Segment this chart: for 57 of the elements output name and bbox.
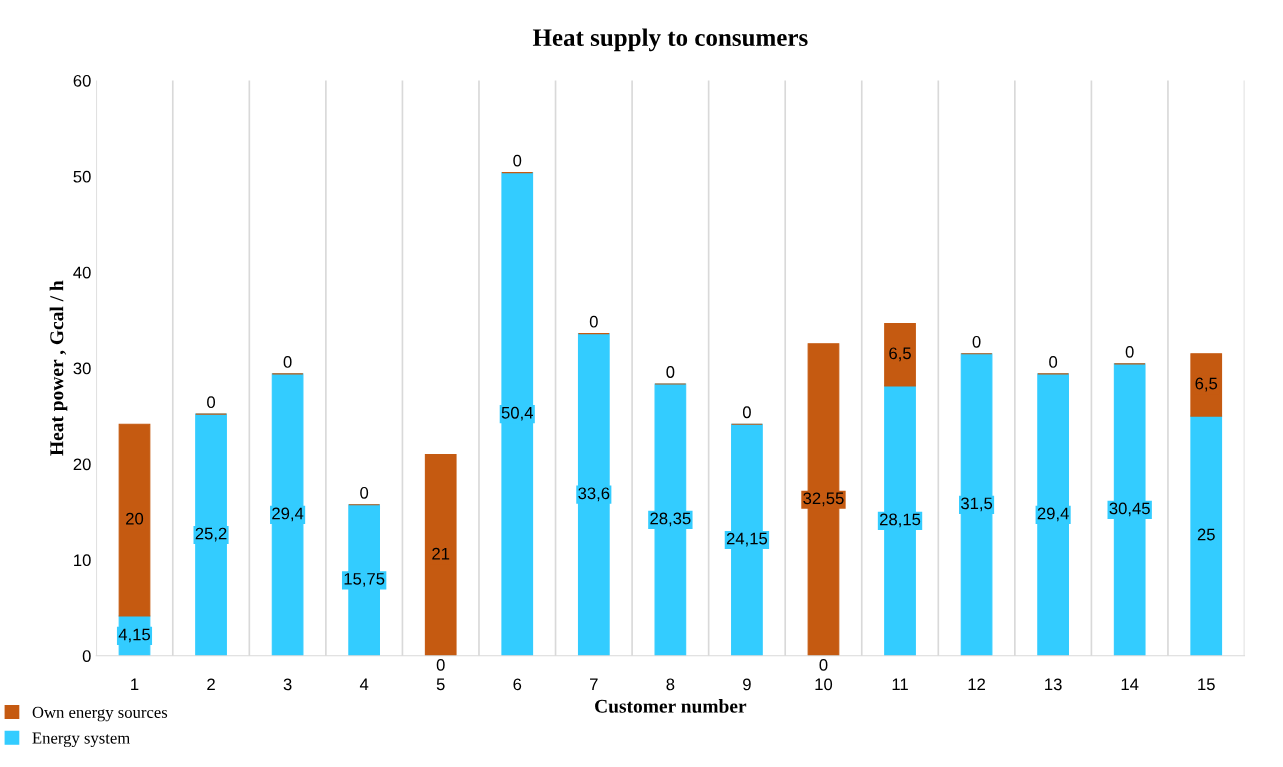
data-label: 21 xyxy=(432,547,450,560)
data-label: 20 xyxy=(126,512,144,525)
x-tick-label: 13 xyxy=(1045,678,1062,691)
x-tick-label: 6 xyxy=(513,678,522,691)
y-tick-label: 20 xyxy=(73,458,91,471)
data-label: 31,5 xyxy=(960,497,993,512)
data-label: 0 xyxy=(1125,345,1134,358)
data-label: 6,5 xyxy=(1195,377,1218,392)
legend-label: Own energy sources xyxy=(32,706,168,722)
x-tick-label: 7 xyxy=(590,678,598,691)
y-tick-label: 30 xyxy=(73,362,91,375)
data-label: 0 xyxy=(207,396,216,409)
data-label: 0 xyxy=(283,356,292,368)
data-label: 32,55 xyxy=(803,492,844,507)
x-tick-label: 9 xyxy=(743,678,751,691)
data-label: 0 xyxy=(1049,356,1058,368)
data-label: 0 xyxy=(742,406,751,419)
legend-label: Energy system xyxy=(32,732,130,748)
data-label: 25 xyxy=(1197,528,1215,541)
x-tick-label: 10 xyxy=(815,678,833,691)
y-axis-title: Heat power , Gcal / h xyxy=(49,280,68,456)
data-label: 0 xyxy=(360,486,369,499)
x-tick-label: 2 xyxy=(207,678,215,691)
x-tick-label: 8 xyxy=(666,678,675,691)
y-tick-label: 40 xyxy=(73,266,91,279)
data-label: 24,15 xyxy=(726,532,768,547)
data-label: 28,35 xyxy=(650,512,691,527)
chart-title: Heat supply to consumers xyxy=(532,28,808,52)
data-label: 0 xyxy=(436,659,445,671)
data-label: 0 xyxy=(819,659,828,671)
data-label: 0 xyxy=(972,335,981,348)
data-label: 0 xyxy=(589,315,598,328)
x-tick-label: 5 xyxy=(436,678,445,691)
data-label: 50,4 xyxy=(501,406,533,421)
data-label: 33,6 xyxy=(578,487,610,502)
x-tick-label: 1 xyxy=(131,678,139,691)
x-tick-label: 14 xyxy=(1121,678,1139,691)
data-label: 29,4 xyxy=(272,507,304,522)
data-label: 25,2 xyxy=(195,527,227,542)
x-tick-label: 4 xyxy=(359,678,369,691)
y-tick-label: 0 xyxy=(82,650,91,662)
data-label: 0 xyxy=(513,154,522,167)
data-label: 6,5 xyxy=(889,347,911,362)
x-tick-label: 15 xyxy=(1198,678,1215,691)
data-label: 30,45 xyxy=(1109,502,1150,517)
x-tick-label: 12 xyxy=(968,678,986,691)
data-label: 0 xyxy=(666,366,675,378)
data-label: 29,4 xyxy=(1037,507,1069,522)
x-tick-label: 3 xyxy=(283,678,292,691)
data-label: 4,15 xyxy=(118,628,151,643)
y-tick-label: 60 xyxy=(73,74,91,87)
y-tick-label: 50 xyxy=(73,170,91,183)
data-label: 28,15 xyxy=(880,513,921,528)
x-tick-label: 11 xyxy=(892,678,908,691)
x-axis-title: Customer number xyxy=(595,699,747,713)
y-tick-label: 10 xyxy=(74,554,91,567)
data-label: 15,75 xyxy=(344,573,385,587)
